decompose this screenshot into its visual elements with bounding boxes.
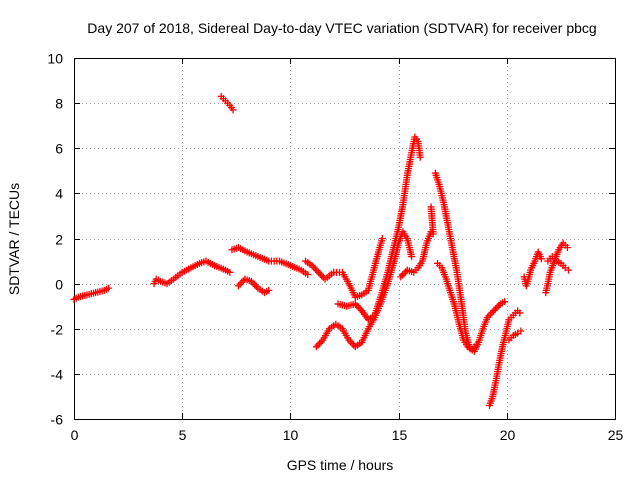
data-point xyxy=(416,153,424,161)
data-series-seg10 xyxy=(431,169,509,355)
data-point xyxy=(537,255,545,263)
data-point xyxy=(316,339,324,347)
axis-ticks: 0 5 10 15 20 25 -6 -4 -2 0 2 4 6 8 10 xyxy=(47,51,623,444)
data-point xyxy=(318,272,326,280)
y-tick-label: 0 xyxy=(55,277,63,293)
data-point xyxy=(236,280,244,288)
x-tick-label: 15 xyxy=(392,427,408,443)
y-tick-label: -6 xyxy=(51,412,64,428)
y-tick-label: 8 xyxy=(55,96,63,112)
x-axis-label: GPS time / hours xyxy=(287,457,394,473)
data-point xyxy=(311,265,319,273)
y-tick-label: 4 xyxy=(55,186,63,202)
x-tick-label: 0 xyxy=(71,427,79,443)
data-point xyxy=(229,106,237,114)
data-point xyxy=(487,310,495,318)
x-tick-label: 10 xyxy=(283,427,299,443)
data-point xyxy=(493,303,501,311)
data-point xyxy=(234,282,242,290)
data-series-seg13 xyxy=(505,327,525,344)
data-series-seg3 xyxy=(217,92,237,114)
y-tick-label: 6 xyxy=(55,141,63,157)
data-point xyxy=(427,203,435,211)
data-point xyxy=(316,270,324,278)
data-point xyxy=(564,266,572,274)
y-tick-label: -4 xyxy=(51,367,64,383)
data-point xyxy=(265,286,273,294)
data-point xyxy=(408,253,416,261)
data-point xyxy=(310,263,318,271)
data-series-seg11 xyxy=(434,259,481,353)
y-tick-label: -2 xyxy=(51,322,64,338)
x-tick-label: 25 xyxy=(608,427,624,443)
data-point xyxy=(402,268,410,276)
data-point xyxy=(491,305,499,313)
data-marks xyxy=(70,92,572,409)
data-series-seg5 xyxy=(234,275,273,297)
data-series-seg1 xyxy=(70,284,113,303)
data-point xyxy=(314,341,322,349)
data-point xyxy=(239,277,247,285)
x-tick-label: 20 xyxy=(500,427,516,443)
grid xyxy=(74,58,615,419)
data-point xyxy=(501,298,509,306)
chart-title: Day 207 of 2018, Sidereal Day-to-day VTE… xyxy=(87,20,596,36)
data-series-seg12 xyxy=(485,307,524,409)
data-series-seg6 xyxy=(302,235,386,301)
data-point xyxy=(563,244,571,252)
y-tick-label: 2 xyxy=(55,232,63,248)
data-series-seg8 xyxy=(334,133,424,324)
data-point xyxy=(397,273,405,281)
data-point xyxy=(312,343,320,351)
data-point xyxy=(226,268,234,276)
data-point xyxy=(517,327,525,335)
data-point xyxy=(304,271,312,279)
data-series-seg16 xyxy=(544,253,572,274)
y-axis-label: SDTVAR / TECUs xyxy=(6,183,22,295)
data-point xyxy=(488,308,496,316)
data-series-seg14 xyxy=(520,248,545,290)
data-point xyxy=(353,302,361,310)
y-tick-label: 10 xyxy=(47,51,63,67)
data-point xyxy=(378,235,386,242)
data-point xyxy=(398,271,406,279)
data-point xyxy=(315,268,323,276)
data-point xyxy=(516,309,524,317)
data-point xyxy=(490,307,498,315)
data-series-seg2 xyxy=(150,257,234,288)
data-series-seg9 xyxy=(397,203,437,281)
x-tick-label: 5 xyxy=(179,427,187,443)
data-point xyxy=(251,281,259,289)
data-point xyxy=(252,282,260,290)
data-point xyxy=(313,267,321,275)
data-series-seg4 xyxy=(228,244,312,279)
data-series-seg15 xyxy=(542,239,571,297)
data-point xyxy=(105,284,113,292)
data-point xyxy=(473,341,481,349)
